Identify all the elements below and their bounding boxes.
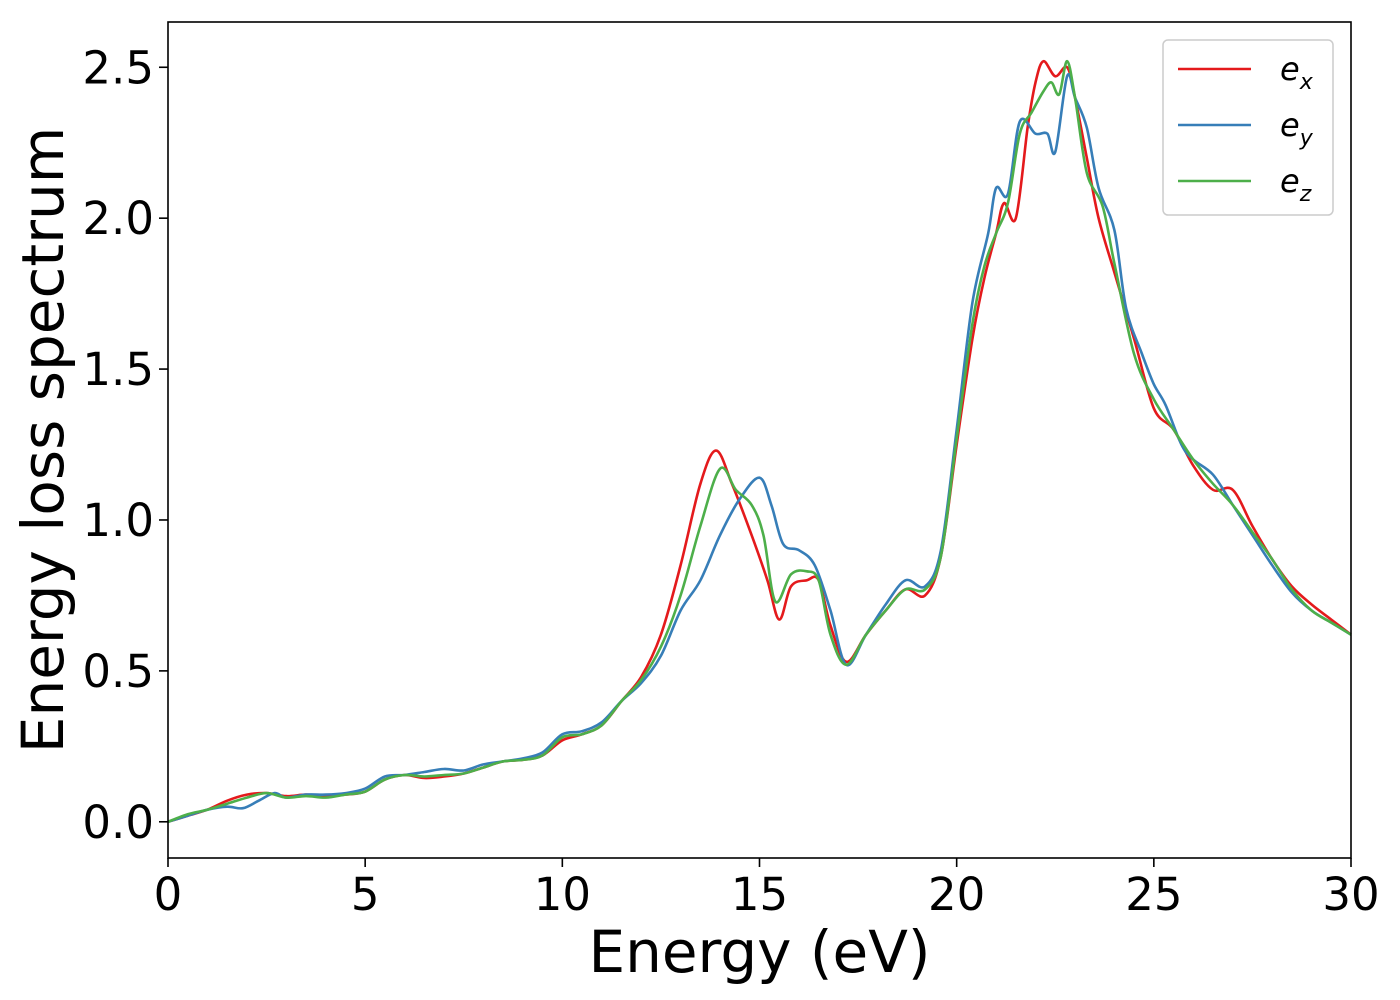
y-axis: 0.0 0.5 1.0 1.5 2.0 2.5 bbox=[82, 41, 168, 849]
y-tick-label: 2.0 bbox=[82, 192, 154, 245]
series-line-e-y bbox=[167, 72, 1352, 824]
y-tick-label: 1.5 bbox=[82, 343, 154, 396]
x-tick-label: 5 bbox=[351, 868, 380, 921]
series-layer bbox=[167, 59, 1352, 824]
y-tick-label: 0.0 bbox=[82, 796, 154, 849]
x-tick-label: 15 bbox=[731, 868, 788, 921]
x-tick-label: 10 bbox=[534, 868, 591, 921]
x-axis-title: Energy (eV) bbox=[588, 918, 930, 986]
y-axis-title: Energy loss spectrum bbox=[9, 127, 77, 753]
legend-label-sub: x bbox=[1299, 70, 1314, 95]
legend-box bbox=[1162, 39, 1334, 216]
y-tick-label: 0.5 bbox=[82, 645, 154, 698]
x-tick-label: 20 bbox=[928, 868, 985, 921]
legend-label-main: e bbox=[1280, 162, 1300, 200]
y-tick-label: 2.5 bbox=[82, 41, 154, 94]
legend-label-main: e bbox=[1280, 106, 1300, 144]
x-tick-label: 30 bbox=[1322, 868, 1379, 921]
y-tick-label: 1.0 bbox=[82, 494, 154, 547]
legend-label: ez bbox=[1280, 162, 1312, 207]
legend-label: ey bbox=[1280, 106, 1314, 151]
x-tick-label: 0 bbox=[154, 868, 183, 921]
series-line-e-z bbox=[167, 59, 1352, 824]
legend-label: ex bbox=[1280, 50, 1314, 95]
legend-label-sub: z bbox=[1299, 182, 1312, 207]
legend-label-sub: y bbox=[1299, 126, 1314, 151]
x-tick-label: 25 bbox=[1125, 868, 1182, 921]
legend-label-main: e bbox=[1280, 50, 1300, 88]
x-axis: 0 5 10 15 20 25 30 bbox=[154, 858, 1380, 921]
